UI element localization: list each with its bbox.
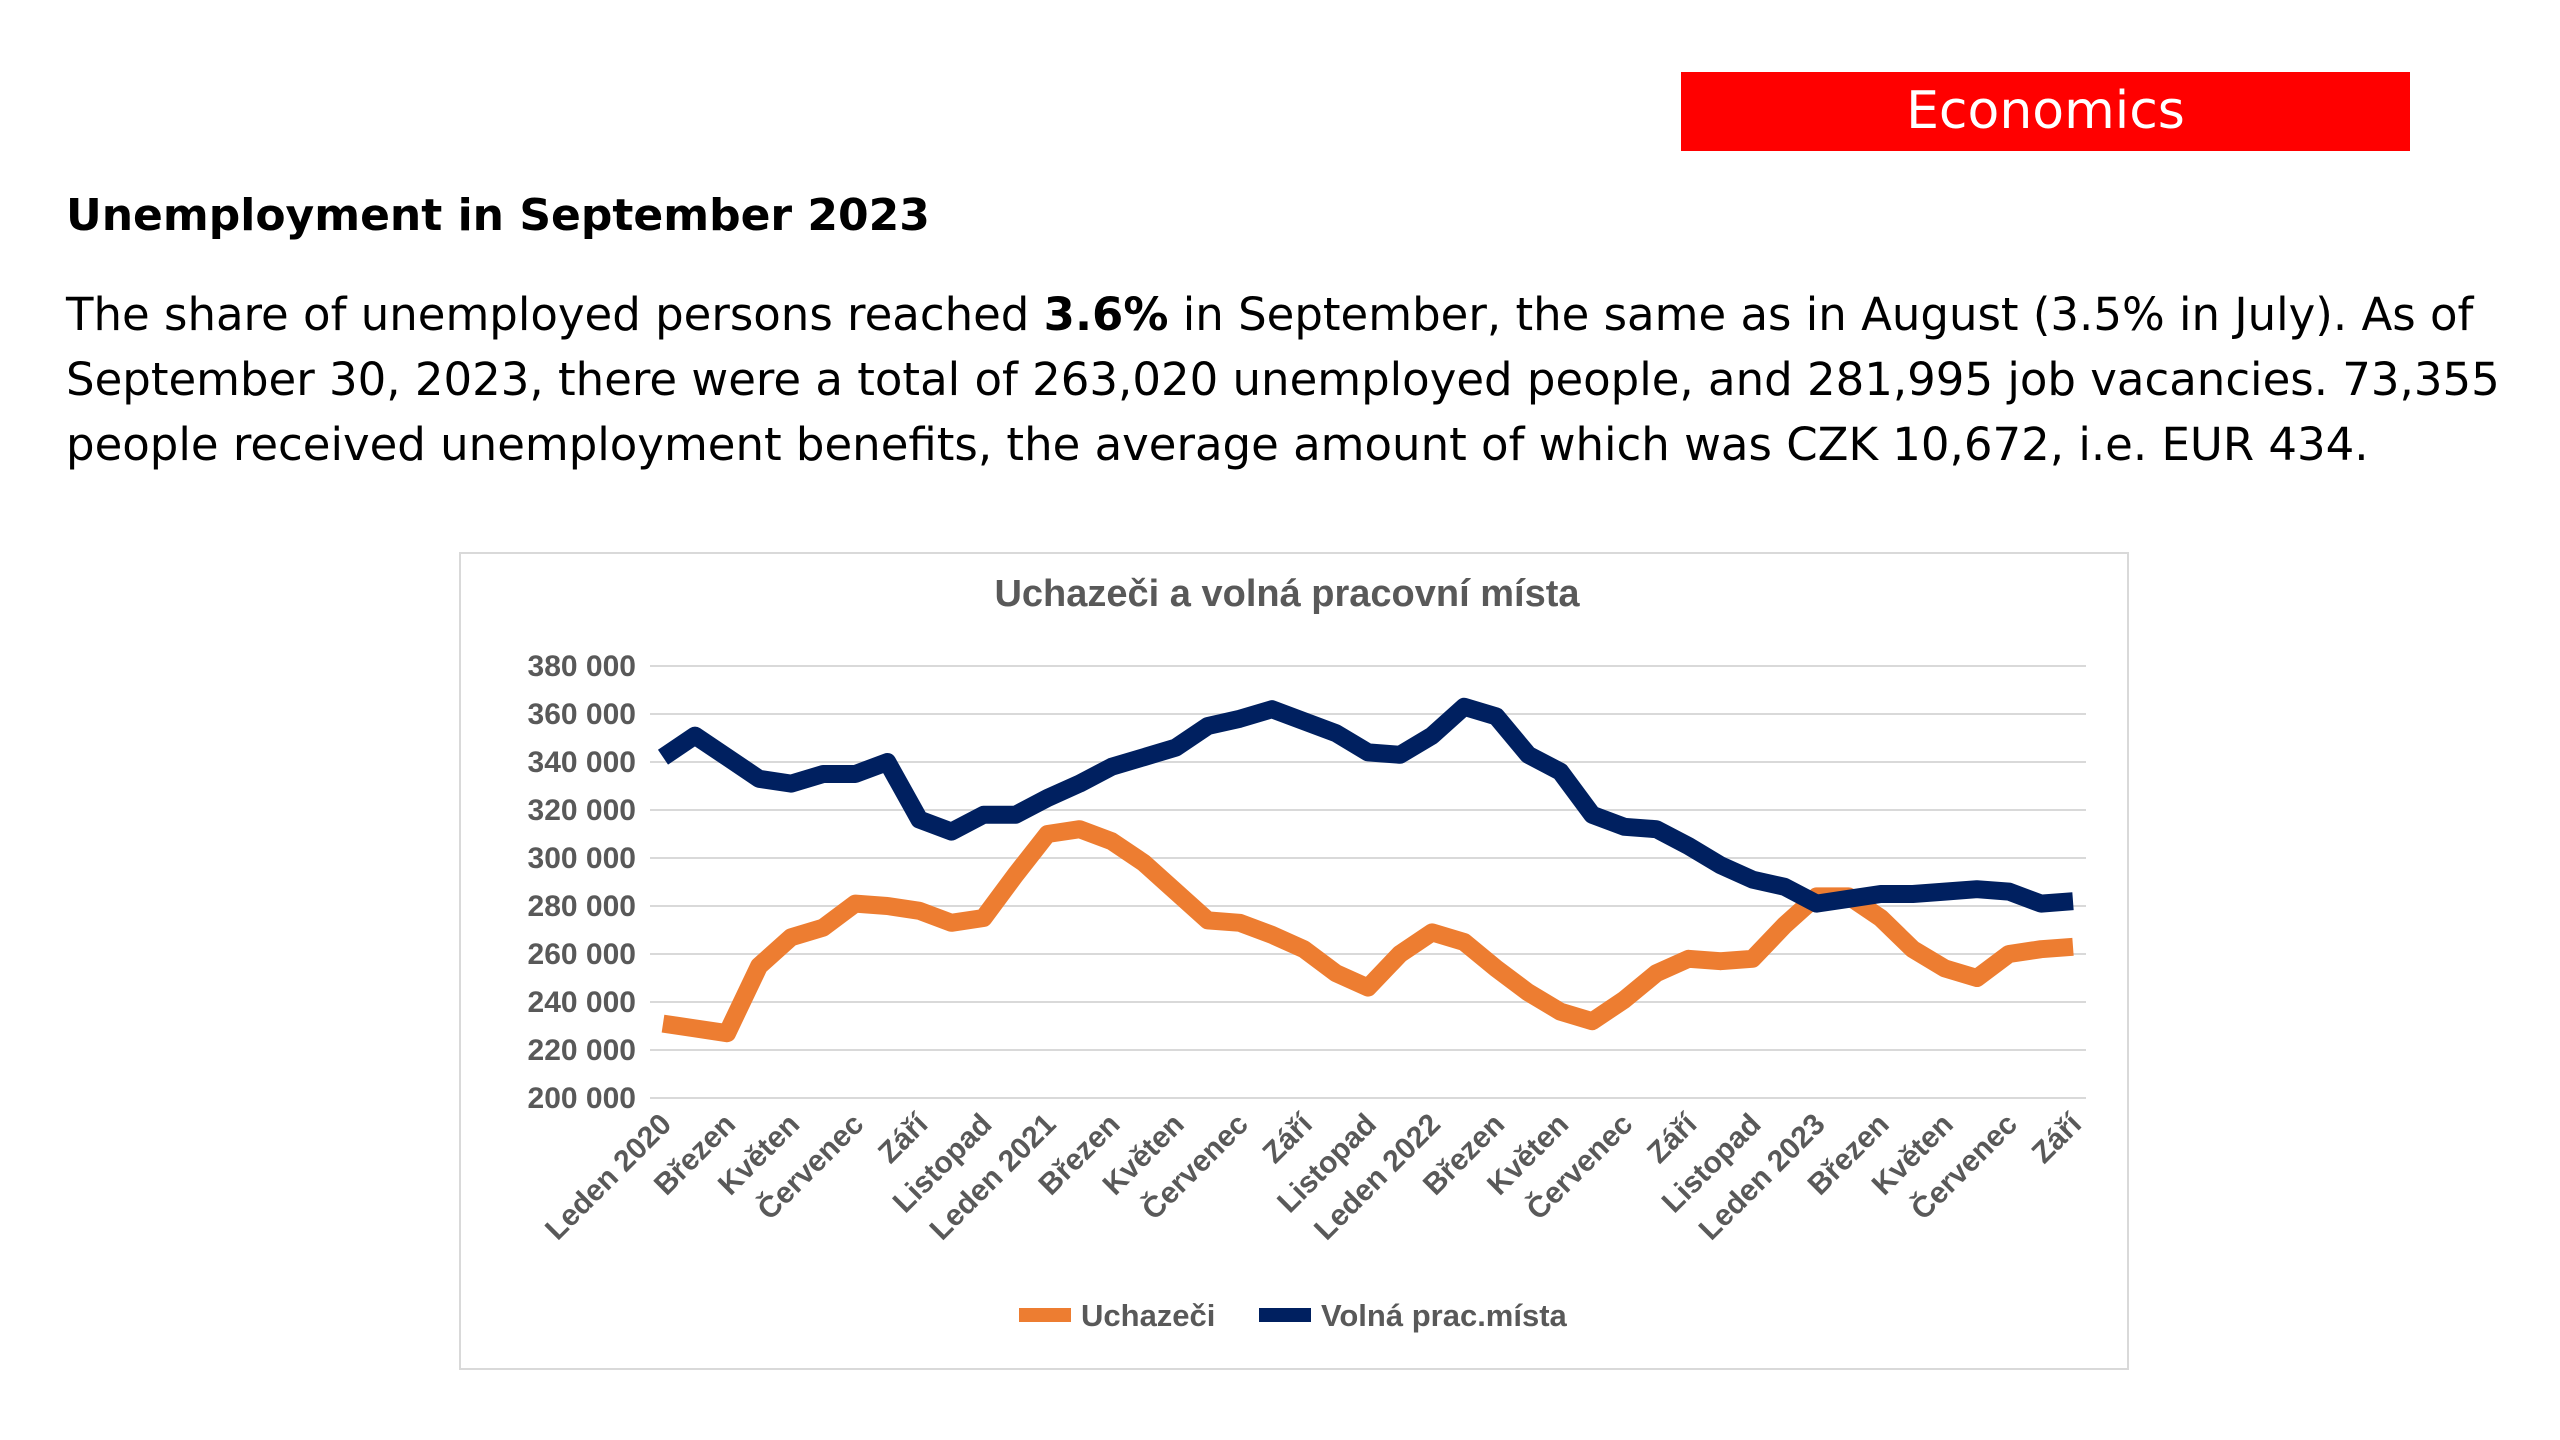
paragraph-text-end: in September, the same as in August (3.5… bbox=[66, 288, 2500, 471]
chart-container: Uchazeči a volná pracovní místa 200 000 2… bbox=[459, 552, 2129, 1370]
legend-label: Volná prac.místa bbox=[1321, 1298, 1568, 1333]
y-tick-label: 200 000 bbox=[528, 1082, 636, 1115]
x-tick-label: Září bbox=[2026, 1106, 2089, 1169]
y-tick-label: 380 000 bbox=[528, 650, 636, 683]
chart-title: Uchazeči a volná pracovní místa bbox=[994, 573, 1580, 615]
paragraph-text-start: The share of unemployed persons reached bbox=[66, 288, 1044, 341]
y-tick-label: 360 000 bbox=[528, 698, 636, 731]
y-axis-ticks: 200 000 220 000 240 000 260 000 280 000 300 0… bbox=[528, 650, 636, 1115]
section-badge: Economics bbox=[1681, 72, 2410, 151]
y-tick-label: 260 000 bbox=[528, 938, 636, 971]
y-tick-label: 320 000 bbox=[528, 794, 636, 827]
y-tick-label: 280 000 bbox=[528, 890, 636, 923]
article-paragraph: The share of unemployed persons reached … bbox=[66, 282, 2506, 477]
paragraph-highlight-value: 3.6% bbox=[1043, 288, 1169, 341]
y-tick-label: 220 000 bbox=[528, 1034, 636, 1067]
y-tick-label: 240 000 bbox=[528, 986, 636, 1019]
series-lines bbox=[657, 697, 2074, 1043]
legend: Uchazeči Volná prac.místa bbox=[1019, 1298, 1568, 1333]
article-heading: Unemployment in September 2023 bbox=[66, 190, 930, 241]
line-chart: Uchazeči a volná pracovní místa 200 0002… bbox=[528, 573, 2090, 1333]
series-line-voln-prac-m-sta bbox=[657, 697, 2074, 913]
gridlines bbox=[650, 665, 2086, 1099]
y-tick-label: 340 000 bbox=[528, 746, 636, 779]
legend-label: Uchazeči bbox=[1081, 1298, 1215, 1333]
y-tick-label: 300 000 bbox=[528, 842, 636, 875]
